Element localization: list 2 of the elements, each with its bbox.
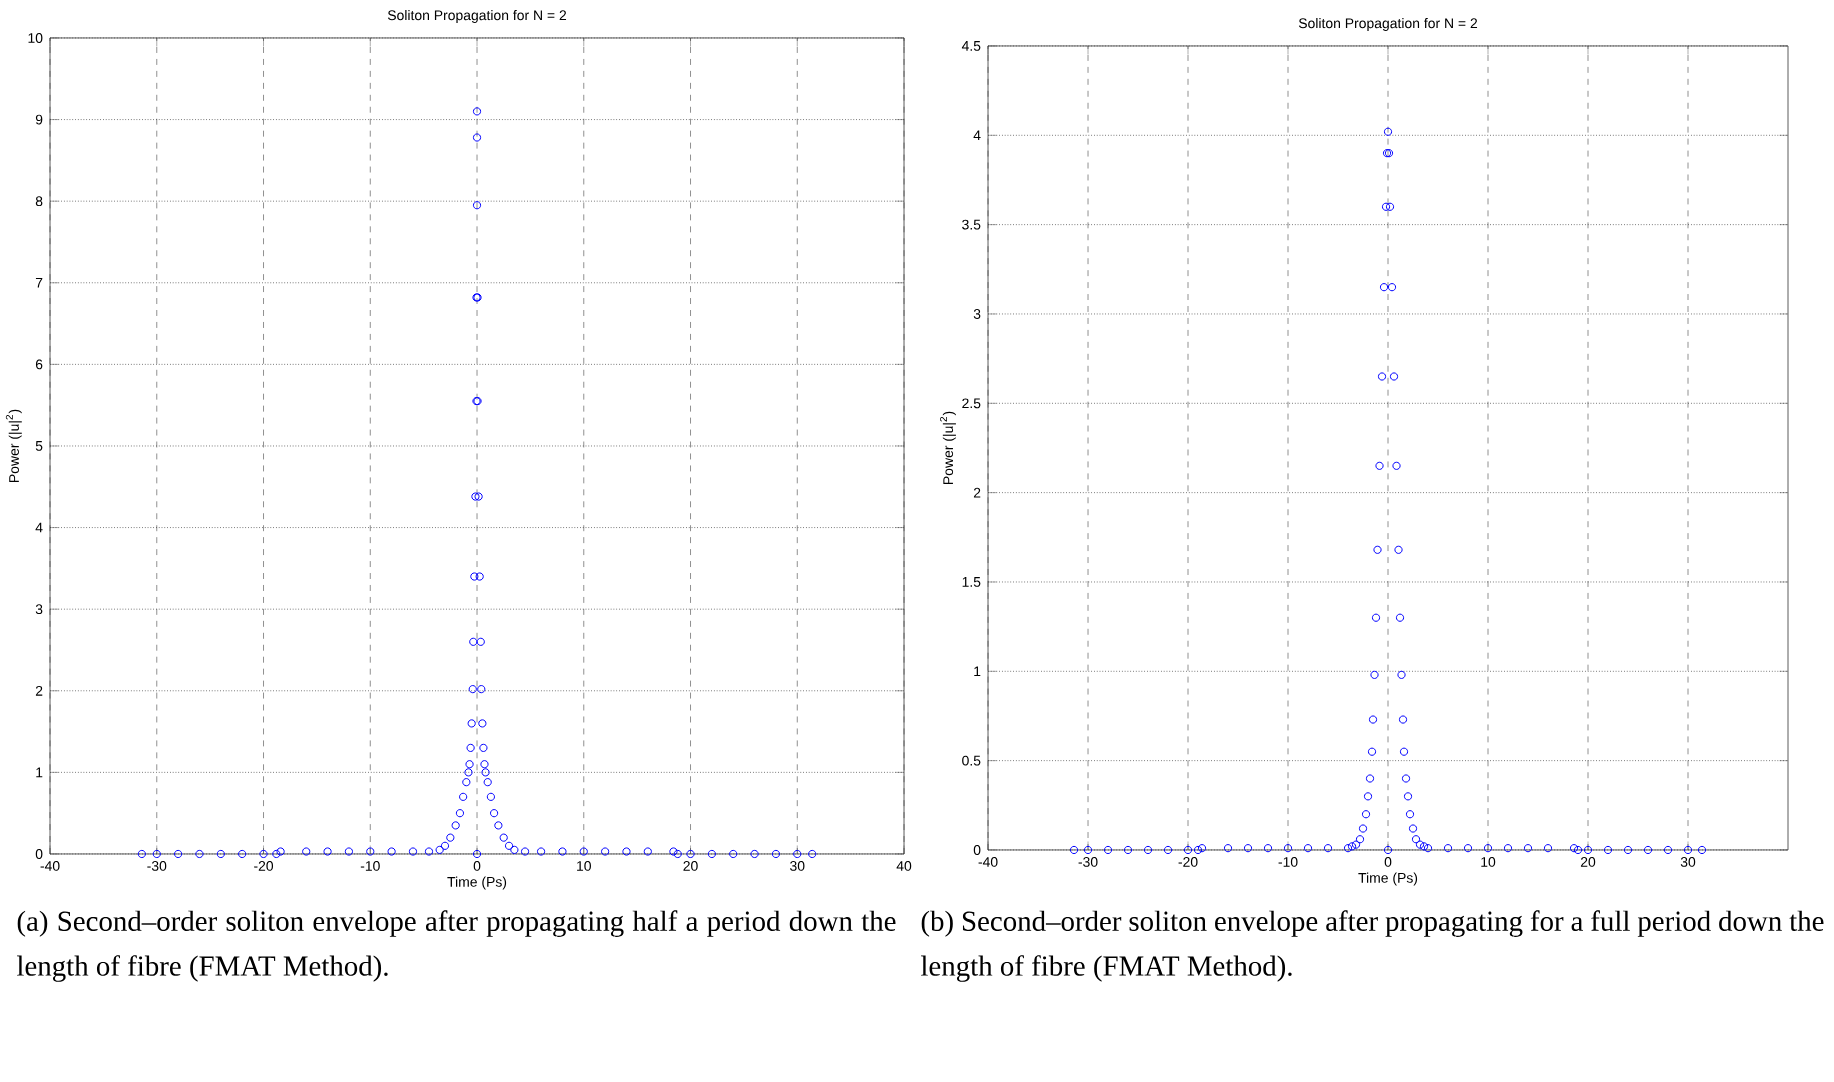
text: (b) Second–order soliton envelope after propagating for a full period down the length of fibre (FMAT Method). — [921, 910, 1824, 982]
text: (a) Second–order soliton envelope after propagating half a period down the length of fibre (FMAT Method). — [17, 910, 896, 982]
